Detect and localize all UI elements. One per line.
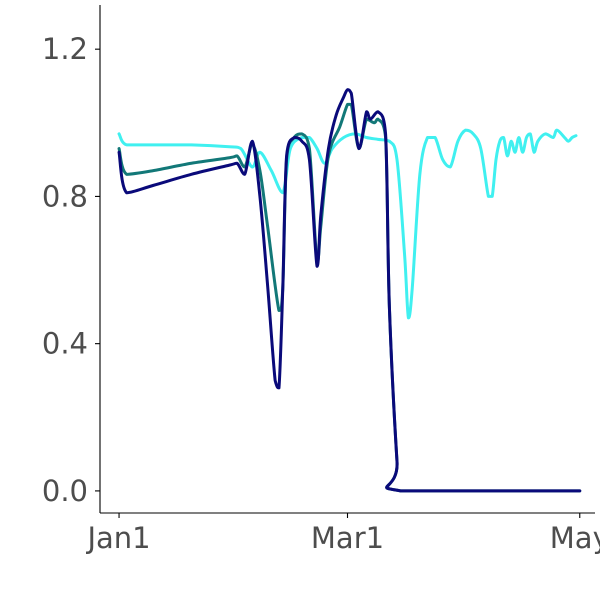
x-tick-label: Mar1 [311,521,384,555]
series-layer [117,88,582,493]
y-tick-label: 0.8 [42,179,88,213]
series-line-2 [117,102,582,493]
y-axis-ticks: 0.0 0.4 0.8 1.2 [42,32,100,508]
y-tick-label: 0.0 [42,474,88,508]
x-tick-label: Jan1 [85,521,150,555]
y-tick-label: 0.4 [42,327,88,361]
series-line-3 [117,88,582,493]
x-axis-ticks: Jan1 Mar1 May [85,513,600,555]
y-tick-label: 1.2 [42,32,88,66]
x-tick-label: May [550,521,600,555]
series-line-1 [117,128,578,320]
